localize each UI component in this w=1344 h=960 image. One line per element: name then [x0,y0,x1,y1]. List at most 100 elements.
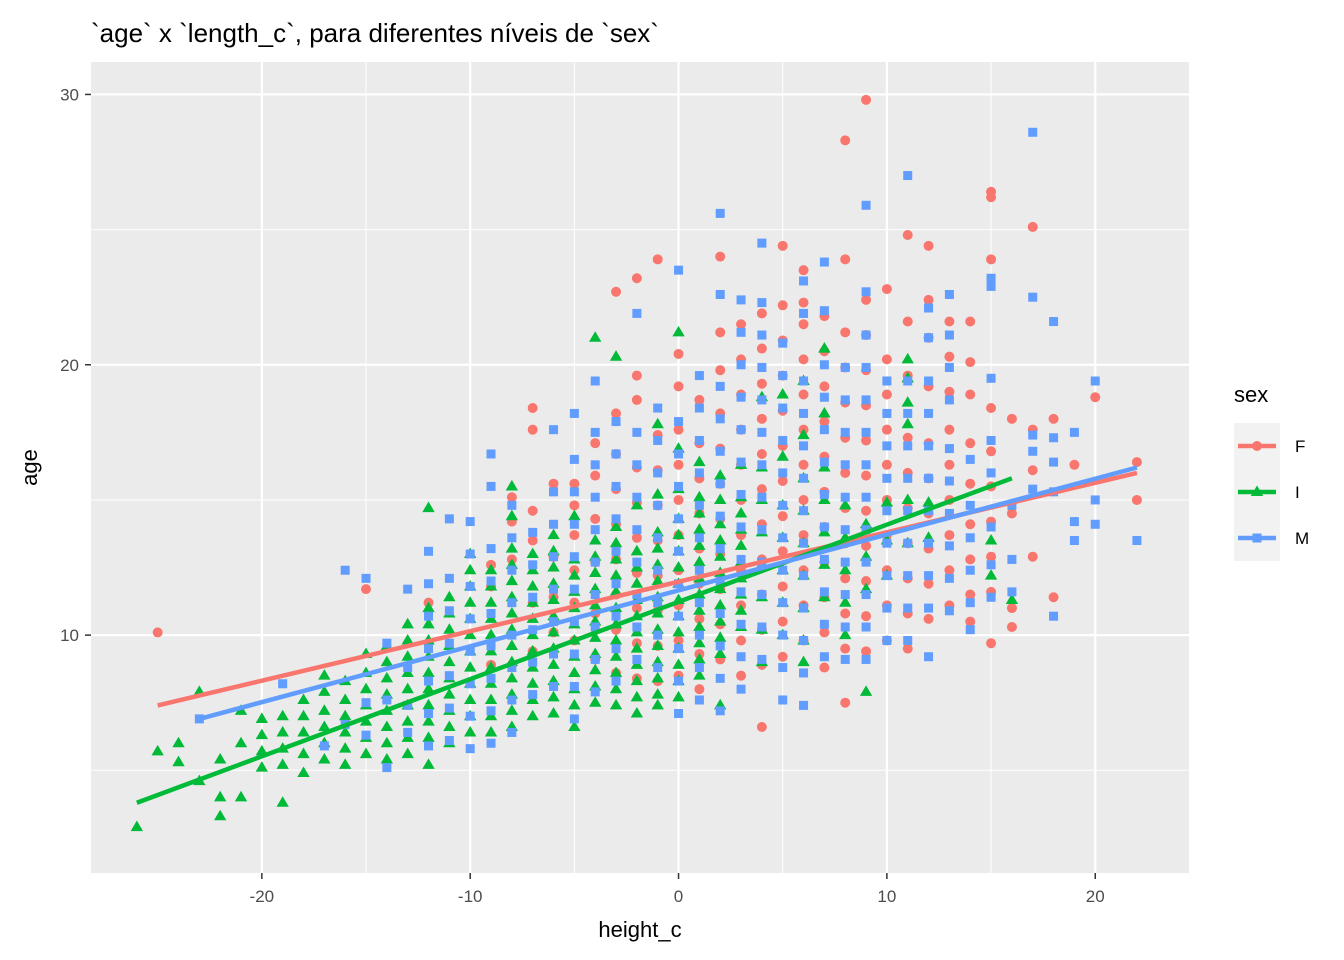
data-point [902,643,913,654]
data-point [776,388,789,399]
data-point [672,528,685,540]
data-point [505,606,519,618]
data-point [986,373,996,383]
data-point [609,536,623,548]
data-point [589,533,602,545]
data-point [757,298,767,308]
data-point [840,460,850,470]
data-point [861,646,872,657]
data-point [361,698,371,708]
data-point [839,628,852,640]
data-point [401,617,414,629]
data-point [736,490,746,500]
data-point [632,557,642,567]
data-point [1006,413,1017,424]
data-point [799,603,809,613]
data-point [549,425,559,435]
data-point [840,654,850,664]
data-point [778,500,788,510]
data-point [734,604,748,615]
legend-label: I [1295,483,1300,502]
data-point [297,766,310,778]
data-point [507,533,517,543]
data-point [840,395,850,405]
data-point [694,394,705,405]
data-point [674,481,684,491]
data-point [756,448,767,459]
data-point [757,654,767,664]
data-point [505,509,519,521]
data-point [611,286,622,297]
data-point [465,581,475,591]
data-point [1048,592,1059,603]
data-point [527,403,538,414]
data-point [861,492,871,502]
data-point [861,94,872,105]
data-point [276,758,289,769]
data-point [715,208,725,218]
data-point [819,652,829,662]
data-point [255,744,269,756]
data-point [590,427,600,437]
data-point [944,386,955,397]
data-point [882,408,892,418]
data-point [549,487,559,497]
data-point [318,669,331,680]
data-point [339,693,352,705]
data-point [547,593,560,604]
data-point [465,614,475,624]
data-point [944,351,955,362]
data-point [297,747,310,759]
data-point [778,598,788,608]
data-point [736,635,747,646]
data-point [674,676,684,686]
data-point [694,695,704,705]
data-point [881,424,892,435]
data-point [590,470,601,481]
data-point [714,631,727,642]
data-point [319,741,329,751]
data-point [819,619,829,629]
data-point [359,715,373,726]
data-point [944,362,954,372]
data-point [965,565,975,575]
data-point [380,671,394,683]
data-point [568,569,581,580]
data-point [631,273,642,284]
data-point [799,506,809,516]
data-point [693,506,706,518]
data-point [986,192,997,203]
data-point [631,603,642,614]
data-point [464,628,477,640]
data-point [151,744,164,756]
data-point [464,725,477,737]
data-point [609,585,623,596]
data-point [1027,551,1038,562]
data-point [674,449,684,459]
data-point [777,476,788,487]
data-point [756,308,767,319]
data-point [799,571,809,581]
data-point [882,636,892,646]
data-point [903,538,913,548]
data-point [443,688,456,699]
data-point [778,468,788,478]
data-point [799,441,809,451]
data-point [714,598,727,610]
data-point [1090,392,1101,403]
data-point [819,554,829,564]
data-point [715,446,725,456]
data-point [986,435,996,445]
data-point [903,571,913,581]
data-point [736,319,747,330]
data-point [484,563,498,575]
data-point [611,417,621,427]
data-point [380,736,394,748]
data-point [339,742,352,753]
data-point [611,546,621,556]
data-point [734,506,748,518]
data-point [653,630,663,640]
data-point [172,736,185,748]
data-point [778,565,788,575]
data-point [944,444,954,454]
